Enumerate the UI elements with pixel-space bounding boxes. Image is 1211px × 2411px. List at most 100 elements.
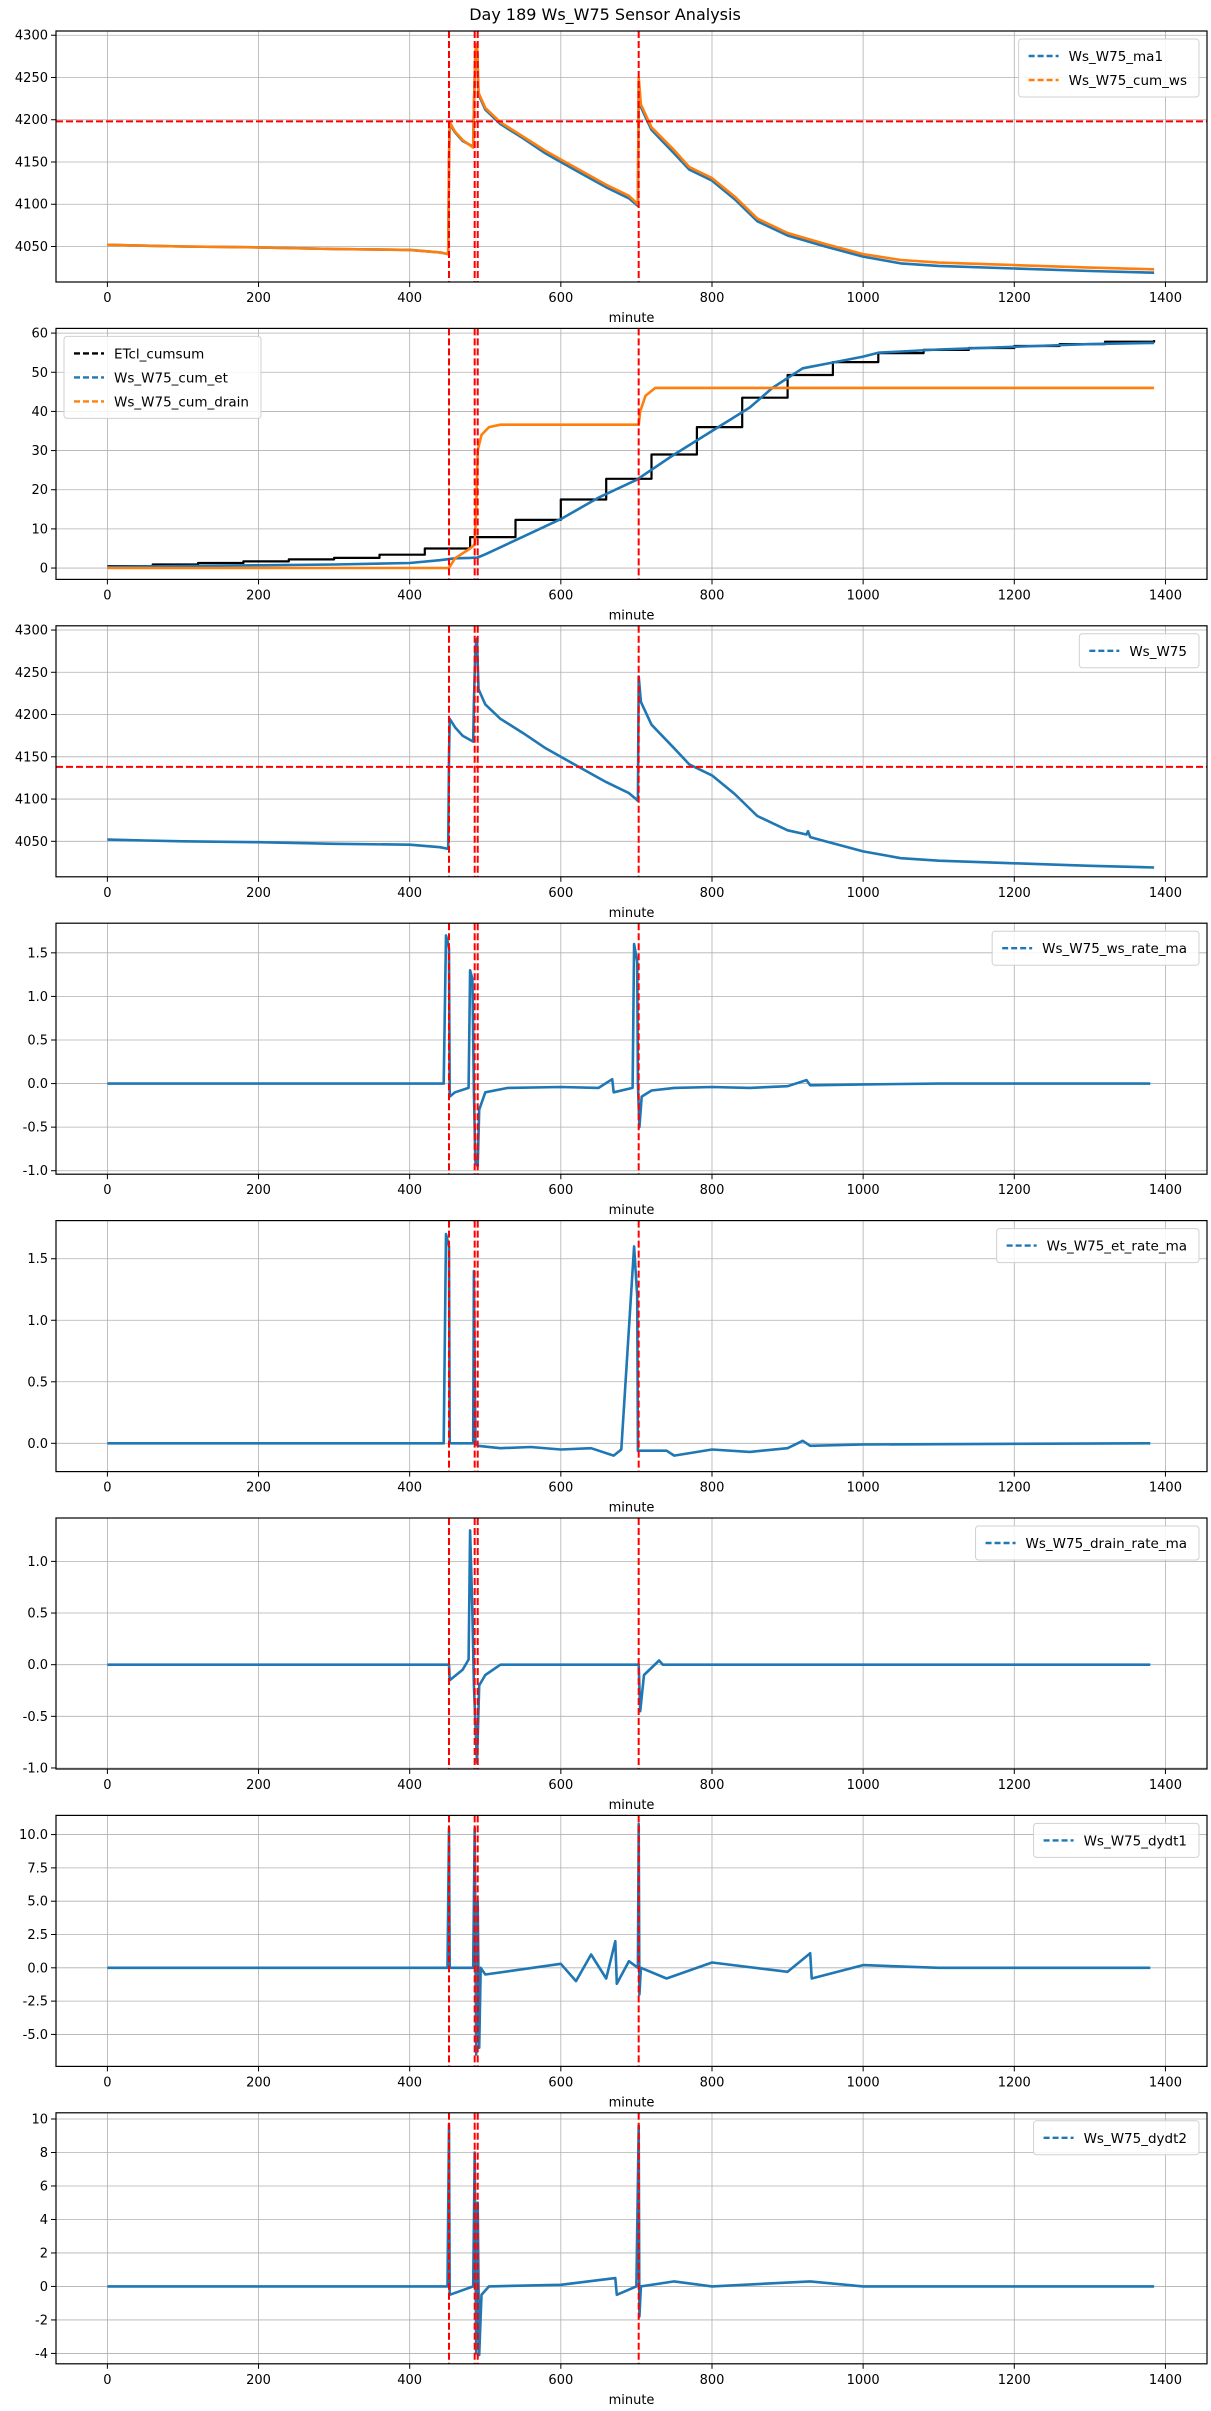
x-tick-label: 800 [700, 1183, 725, 1198]
y-tick-label: 0 [40, 2280, 48, 2295]
y-tick-label: -2 [35, 2313, 48, 2328]
x-tick-label: 1000 [847, 291, 880, 306]
x-tick-label: 600 [548, 886, 573, 901]
x-tick-label: 1400 [1149, 1778, 1182, 1793]
x-tick-label: 400 [397, 1481, 422, 1496]
legend-box [1078, 633, 1200, 669]
subplot-1: 0 200 400 600 800 1000 1200 1400 4050 4100 4150 420… [15, 29, 1208, 326]
x-tick-label: 1000 [847, 2373, 880, 2388]
x-tick-label: 800 [700, 588, 725, 603]
x-tick-label: 0 [103, 886, 111, 901]
plot-area [107, 1815, 1151, 2067]
x-tick-label: 600 [548, 2373, 573, 2388]
legend: ETcl_cumsum Ws_W75_cum_et Ws_W75_cum_drain [63, 335, 262, 419]
plot-area [56, 625, 1207, 877]
y-tick-label: 1.0 [27, 1314, 48, 1329]
y-tick-label: 0.0 [27, 1437, 48, 1452]
x-axis-label: minute [609, 1798, 655, 1813]
y-tick-label: 0.0 [27, 1658, 48, 1673]
legend-label: Ws_W75_dydt2 [1084, 2131, 1187, 2147]
y-tick-label: -0.5 [23, 1121, 48, 1136]
x-tick-label: 1000 [847, 1481, 880, 1496]
x-tick-label: 0 [103, 588, 111, 603]
x-axis-label: minute [609, 1203, 655, 1218]
y-tick-label: -4 [35, 2347, 48, 2362]
legend-box [975, 1525, 1200, 1561]
x-tick-label: 400 [397, 1778, 422, 1793]
y-tick-label: 0.0 [27, 1077, 48, 1092]
legend: Ws_W75_dydt2 [1033, 2120, 1200, 2156]
y-tick-label: 10.0 [19, 1828, 48, 1843]
legend: Ws_W75 [1078, 633, 1200, 669]
x-tick-label: 600 [548, 2075, 573, 2090]
legend-label: Ws_W75_cum_ws [1069, 73, 1187, 89]
x-tick-label: 1400 [1149, 1481, 1182, 1496]
y-tick-label: -0.5 [23, 1710, 48, 1725]
axes-frame [55, 922, 1208, 1175]
plot-area [56, 31, 1207, 282]
legend-box [1018, 38, 1200, 98]
x-tick-label: 200 [246, 291, 271, 306]
y-tick-label: 0.5 [27, 1033, 48, 1048]
x-tick-label: 1000 [847, 588, 880, 603]
x-tick-label: 600 [548, 1481, 573, 1496]
series-line-Ws_W75_ma1 [107, 42, 1155, 274]
y-tick-label: 1.5 [27, 1252, 48, 1267]
y-tick-label: 8 [40, 2146, 48, 2161]
x-tick-label: 200 [246, 2075, 271, 2090]
y-tick-label: 4050 [15, 835, 48, 850]
y-tick-label: 6 [40, 2179, 48, 2194]
series-line-Ws_W75_ws_rate_ma [107, 934, 1151, 1168]
y-tick-label: 4050 [15, 240, 48, 255]
x-tick-label: 200 [246, 1778, 271, 1793]
axes-frame [55, 327, 1208, 580]
x-tick-label: 400 [397, 2075, 422, 2090]
y-tick-label: 0.5 [27, 1607, 48, 1622]
x-tick-label: 200 [246, 1481, 271, 1496]
x-tick-label: 200 [246, 2373, 271, 2388]
x-tick-label: 800 [700, 2373, 725, 2388]
subplot-3: 0 200 400 600 800 1000 1200 1400 4050 4100 4150 420… [15, 624, 1208, 921]
plot-area [107, 328, 1156, 580]
x-tick-label: 1000 [847, 886, 880, 901]
y-tick-label: 5.0 [27, 1895, 48, 1910]
x-tick-label: 1400 [1149, 291, 1182, 306]
x-tick-label: 600 [548, 1183, 573, 1198]
x-axis-label: minute [609, 2393, 655, 2408]
plot-area [107, 923, 1151, 1175]
legend-label: Ws_W75_cum_et [114, 370, 228, 386]
x-tick-label: 1400 [1149, 2373, 1182, 2388]
y-tick-label: 4150 [15, 750, 48, 765]
plot-area [107, 1220, 1151, 1472]
axes-frame [55, 625, 1208, 878]
x-tick-label: 400 [397, 1183, 422, 1198]
plot-area [107, 2112, 1155, 2364]
y-tick-label: 1.0 [27, 990, 48, 1005]
x-tick-label: 1200 [998, 1778, 1031, 1793]
series-line-Ws_W75_cum_drain [107, 386, 1155, 570]
x-tick-label: 1200 [998, 2373, 1031, 2388]
axes-frame [55, 30, 1208, 283]
x-tick-label: 1000 [847, 1183, 880, 1198]
legend-label: Ws_W75_dydt1 [1084, 1833, 1187, 1849]
x-tick-label: 1400 [1149, 2075, 1182, 2090]
x-tick-label: 0 [103, 2075, 111, 2090]
x-tick-label: 1200 [998, 588, 1031, 603]
y-tick-label: -2.5 [23, 1995, 48, 2010]
x-tick-label: 0 [103, 1183, 111, 1198]
x-tick-label: 1200 [998, 1481, 1031, 1496]
x-tick-label: 800 [700, 1481, 725, 1496]
legend: Ws_W75_ws_rate_ma [991, 930, 1200, 966]
x-tick-label: 1200 [998, 291, 1031, 306]
x-axis-label: minute [609, 906, 655, 921]
series-line-Ws_W75_drain_rate_ma [107, 1529, 1151, 1765]
figure-title: Day 189 Ws_W75 Sensor Analysis [469, 5, 741, 25]
x-tick-label: 1200 [998, 886, 1031, 901]
x-tick-label: 1400 [1149, 1183, 1182, 1198]
legend-label: Ws_W75_et_rate_ma [1047, 1239, 1187, 1255]
x-tick-label: 1200 [998, 2075, 1031, 2090]
x-tick-label: 400 [397, 291, 422, 306]
y-tick-label: 10 [31, 2112, 48, 2127]
x-tick-label: 0 [103, 1481, 111, 1496]
x-axis-label: minute [609, 311, 655, 326]
